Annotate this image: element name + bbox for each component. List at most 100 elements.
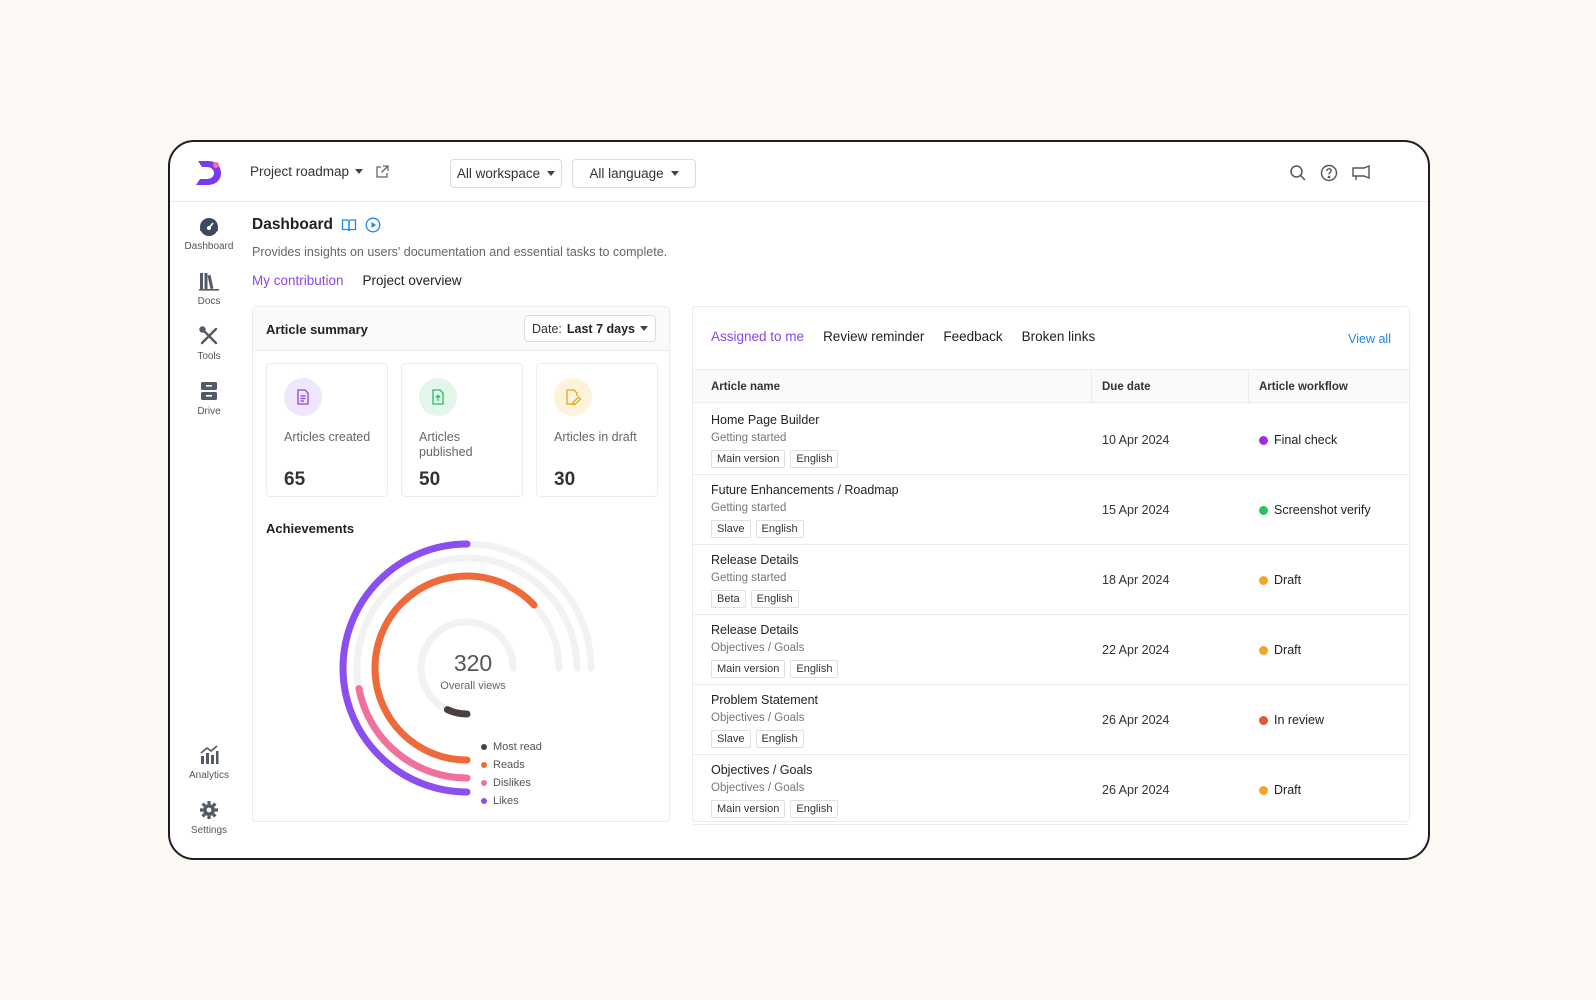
article-tags: Slave English [711, 520, 804, 538]
article-name[interactable]: Home Page Builder [711, 413, 820, 427]
nav-label: Dashboard [184, 241, 234, 252]
tab-my-contribution[interactable]: My contribution [252, 273, 344, 288]
top-bar: Project roadmap All workspace All langua… [170, 142, 1428, 202]
table-row[interactable]: Future Enhancements / Roadmap Getting sta… [693, 474, 1409, 545]
table-row[interactable]: Home Page Builder Getting started Main ver… [693, 404, 1409, 475]
language-dropdown[interactable]: All language [572, 159, 696, 188]
gear-icon [200, 801, 218, 819]
workflow-label: Screenshot verify [1274, 503, 1371, 517]
dashboard-icon [200, 218, 218, 236]
status-dot [1259, 575, 1268, 585]
legend-dot [481, 798, 487, 804]
page-tabs: My contribution Project overview [252, 273, 462, 288]
article-tags: Main version English [711, 450, 839, 468]
workflow-label: Draft [1274, 783, 1302, 797]
workflow-label: Final check [1274, 433, 1338, 447]
article-category: Getting started [711, 572, 787, 584]
stat-card-draft: Articles in draft 30 [536, 363, 658, 497]
article-category: Objectives / Goals [711, 712, 805, 724]
docs-icon [199, 273, 219, 291]
tag: Beta [711, 590, 746, 608]
article-name[interactable]: Release Details [711, 623, 799, 637]
article-name[interactable]: Objectives / Goals [711, 763, 813, 777]
legend-item: Most read [481, 738, 542, 756]
table-row[interactable]: Release Details Getting started Beta Englis… [693, 544, 1409, 615]
tab-review-reminder[interactable]: Review reminder [823, 329, 925, 344]
project-dropdown[interactable]: Project roadmap [250, 164, 364, 179]
search-icon[interactable] [1289, 164, 1307, 182]
nav-item-settings[interactable]: Settings [170, 799, 248, 836]
nav-label: Docs [197, 296, 221, 307]
article-name[interactable]: Release Details [711, 553, 799, 567]
workflow-status: Screenshot verify [1259, 503, 1371, 517]
nav-item-dashboard[interactable]: Dashboard [170, 215, 248, 252]
app-window: Project roadmap All workspace All langua… [168, 140, 1430, 860]
tab-broken-links[interactable]: Broken links [1021, 329, 1096, 344]
ring-arc-dislikes[interactable] [355, 685, 471, 782]
date-label: Date: [532, 321, 562, 336]
drive-icon [201, 382, 217, 400]
workflow-status: Draft [1259, 643, 1301, 657]
article-name[interactable]: Problem Statement [711, 693, 818, 707]
tab-project-overview[interactable]: Project overview [362, 273, 462, 288]
tag: English [790, 800, 839, 818]
stat-value: 65 [284, 469, 306, 490]
tab-assigned-to-me[interactable]: Assigned to me [711, 329, 805, 344]
external-link-icon[interactable] [374, 164, 390, 180]
ring-arc-reads[interactable] [371, 572, 538, 764]
ring-arc-likes[interactable] [339, 540, 471, 796]
tag: Main version [711, 660, 786, 678]
article-name[interactable]: Future Enhancements / Roadmap [711, 483, 899, 497]
ring-arc-most-read[interactable] [443, 706, 471, 718]
table-header: Article name Due date Article workflow [693, 369, 1411, 404]
table-row[interactable]: Release Details Objectives / Goals Main ve… [693, 614, 1409, 685]
page-title-text: Dashboard [252, 216, 333, 233]
legend-item: Reads [481, 756, 542, 774]
workspace-dropdown[interactable]: All workspace [450, 159, 562, 188]
chevron-down-icon [639, 326, 648, 331]
workflow-label: Draft [1274, 643, 1302, 657]
due-date: 18 Apr 2024 [1102, 573, 1170, 587]
column-article-name[interactable]: Article name [711, 381, 781, 393]
upload-document-icon [419, 378, 457, 416]
article-category: Objectives / Goals [711, 642, 805, 654]
stat-value: 30 [554, 469, 576, 490]
stat-label: Articles published [419, 430, 473, 459]
chevron-down-icon [547, 171, 556, 176]
nav-label: Tools [197, 351, 221, 362]
analytics-icon [200, 745, 219, 764]
stat-label: Articles created [284, 430, 371, 444]
nav-item-drive[interactable]: Drive [170, 380, 248, 417]
tag: Main version [711, 800, 786, 818]
workflow-status: In review [1259, 713, 1324, 727]
legend-label: Reads [493, 759, 525, 771]
logo-icon[interactable] [194, 158, 224, 188]
stat-value: 50 [419, 469, 441, 490]
table-row[interactable]: Objectives / Goals Objectives / Goals Main… [693, 754, 1409, 825]
page-title: Dashboard [252, 216, 381, 234]
workflow-status: Final check [1259, 433, 1337, 447]
announcement-icon[interactable] [1351, 164, 1371, 182]
nav-item-analytics[interactable]: Analytics [170, 744, 248, 781]
book-icon[interactable] [341, 217, 357, 233]
nav-item-docs[interactable]: Docs [170, 270, 248, 307]
table-row[interactable]: Problem Statement Objectives / Goals Slave… [693, 684, 1409, 755]
date-range-dropdown[interactable]: Date: Last 7 days [524, 315, 656, 342]
chevron-down-icon [670, 171, 679, 176]
legend-label: Dislikes [493, 777, 531, 789]
tab-feedback[interactable]: Feedback [943, 329, 1003, 344]
column-article-workflow[interactable]: Article workflow [1248, 370, 1411, 404]
article-tags: Main version English [711, 660, 839, 678]
nav-item-tools[interactable]: Tools [170, 325, 248, 362]
nav-label: Analytics [188, 770, 229, 781]
article-summary-title: Article summary [266, 322, 368, 337]
view-all-link[interactable]: View all [1348, 332, 1391, 346]
overall-views-label: Overall views [440, 680, 506, 692]
ring-track [417, 618, 517, 718]
column-due-date[interactable]: Due date [1091, 370, 1248, 404]
legend-item: Likes [481, 792, 542, 810]
play-icon[interactable] [365, 217, 381, 233]
tag: English [790, 450, 839, 468]
help-icon[interactable] [1320, 164, 1338, 182]
article-summary-panel: Article summary Date: Last 7 days Articl… [252, 306, 670, 822]
